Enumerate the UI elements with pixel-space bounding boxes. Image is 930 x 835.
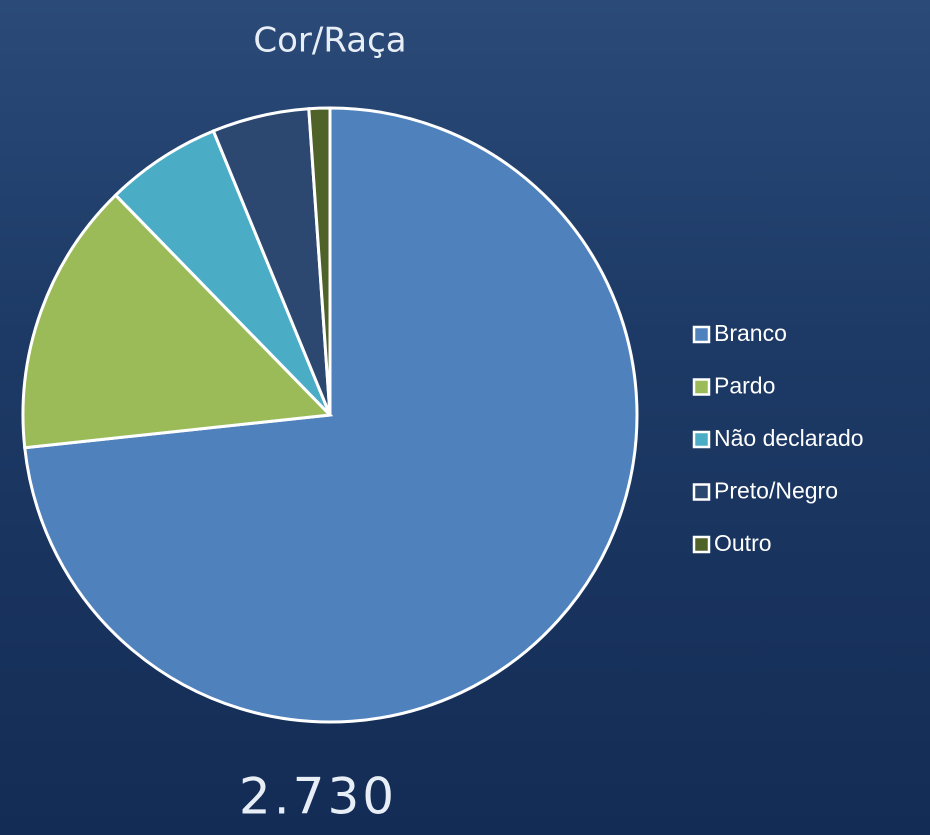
legend-swatch: [692, 535, 711, 554]
legend-label: Outro: [714, 530, 772, 556]
total-caption: 2.730: [239, 768, 397, 826]
legend-label: Não declarado: [714, 425, 864, 451]
legend-label: Pardo: [714, 373, 775, 399]
pie-slice: [307, 106, 332, 416]
pie-slice: [21, 193, 334, 450]
chart-title: Cor/Raça: [253, 21, 406, 61]
legend-label: Preto/Negro: [714, 478, 838, 504]
legend-swatch: [692, 325, 711, 344]
legend-swatch: [692, 378, 711, 396]
legend-swatch: [692, 430, 711, 449]
legend-swatch: [692, 483, 711, 501]
pie-slice: [113, 129, 332, 417]
legend-label: Branco: [714, 320, 787, 346]
